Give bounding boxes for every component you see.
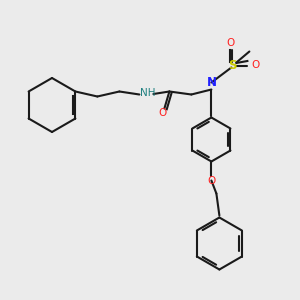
Text: O: O [226, 38, 235, 49]
Text: NH: NH [140, 88, 156, 98]
Text: N: N [206, 76, 216, 88]
Text: S: S [228, 59, 237, 72]
Text: O: O [158, 109, 166, 118]
Text: O: O [251, 61, 260, 70]
Text: O: O [207, 176, 215, 185]
